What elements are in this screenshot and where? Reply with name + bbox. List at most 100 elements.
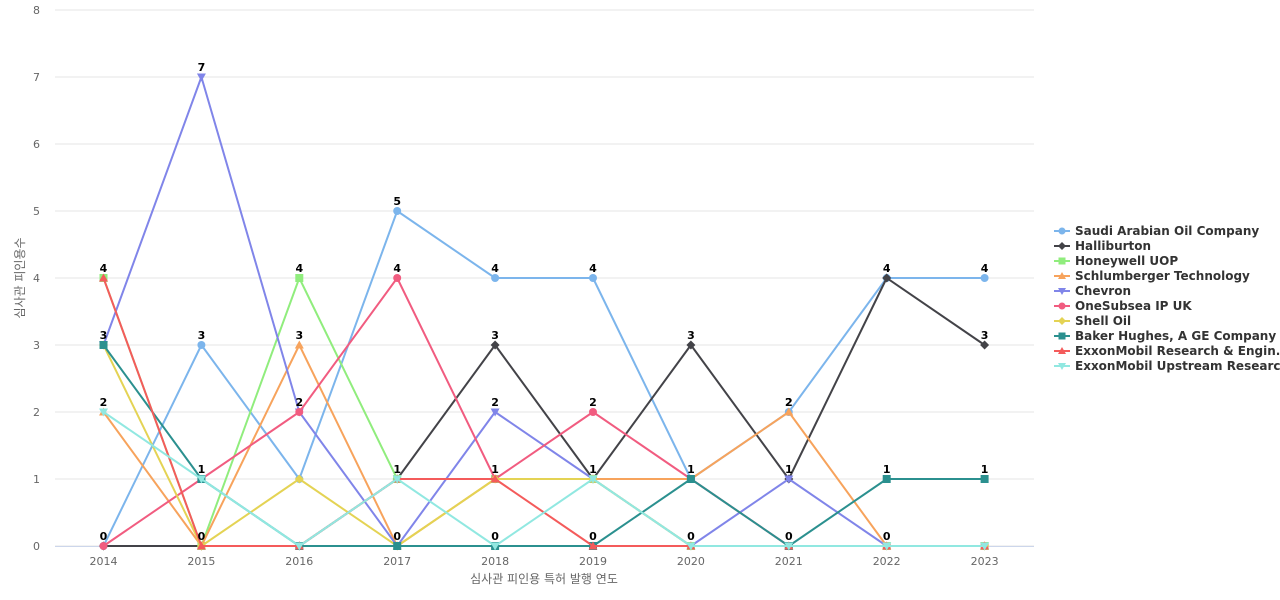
data-label: 2 xyxy=(785,396,793,409)
data-point xyxy=(295,274,304,282)
data-label: 3 xyxy=(981,329,989,342)
y-tick-label: 6 xyxy=(33,138,40,151)
legend-item[interactable]: Baker Hughes, A GE Company ... xyxy=(1054,329,1280,343)
x-tick-label: 2022 xyxy=(873,555,901,568)
data-point xyxy=(392,475,402,484)
data-point xyxy=(99,341,108,349)
data-point xyxy=(99,273,108,282)
data-point xyxy=(294,340,304,349)
legend-marker xyxy=(1058,363,1066,370)
legend-item[interactable]: Shell Oil xyxy=(1054,314,1131,328)
y-tick-label: 1 xyxy=(33,473,40,486)
data-label: 5 xyxy=(393,195,401,208)
x-tick-label: 2020 xyxy=(677,555,705,568)
x-tick-label: 2017 xyxy=(383,555,411,568)
legend-label: Honeywell UOP xyxy=(1075,254,1178,268)
data-point xyxy=(294,542,304,551)
data-point xyxy=(490,408,500,417)
legend-label: ExxonMobil Upstream Researc... xyxy=(1075,359,1280,373)
data-point xyxy=(589,274,597,282)
legend-item[interactable]: ExxonMobil Research & Engin... xyxy=(1054,344,1280,358)
legend-item[interactable]: Schlumberger Technology xyxy=(1054,269,1250,283)
data-label: 3 xyxy=(687,329,695,342)
legend-marker xyxy=(1058,288,1066,295)
x-tick-label: 2015 xyxy=(187,555,215,568)
legend-label: OneSubsea IP UK xyxy=(1075,299,1192,313)
legend-item[interactable]: Chevron xyxy=(1054,284,1131,298)
data-point xyxy=(196,541,206,550)
legend-label: Shell Oil xyxy=(1075,314,1131,328)
legend-marker xyxy=(1058,347,1066,354)
data-label: 2 xyxy=(100,396,108,409)
data-point xyxy=(197,341,206,349)
data-label: 2 xyxy=(491,396,499,409)
data-label: 1 xyxy=(589,463,597,476)
legend-marker xyxy=(1058,257,1066,265)
data-label: 4 xyxy=(100,262,108,275)
data-point xyxy=(588,475,598,484)
data-point xyxy=(784,407,794,416)
series-9[interactable] xyxy=(99,408,990,551)
y-tick-label: 3 xyxy=(33,339,40,352)
data-label: 1 xyxy=(883,463,891,476)
data-label: 3 xyxy=(100,329,108,342)
data-point xyxy=(588,541,598,550)
legend-label: Schlumberger Technology xyxy=(1075,269,1250,283)
legend-item[interactable]: Saudi Arabian Oil Company xyxy=(1054,224,1259,238)
data-point xyxy=(99,542,108,550)
legend-item[interactable]: ExxonMobil Upstream Researc... xyxy=(1054,359,1280,373)
y-tick-label: 7 xyxy=(33,71,40,84)
series-0[interactable] xyxy=(99,207,989,550)
data-label: 4 xyxy=(883,262,891,275)
data-label: 0 xyxy=(883,530,891,543)
data-point xyxy=(393,542,402,550)
data-label: 0 xyxy=(198,530,206,543)
data-point xyxy=(980,340,990,350)
data-point xyxy=(393,274,402,282)
data-point xyxy=(99,408,108,417)
legend-marker xyxy=(1058,272,1066,279)
data-label: 0 xyxy=(491,530,499,543)
data-label: 2 xyxy=(295,396,303,409)
data-label: 1 xyxy=(981,463,989,476)
legend-marker xyxy=(1058,302,1066,310)
x-tick-label: 2019 xyxy=(579,555,607,568)
data-point xyxy=(393,207,402,215)
legend-marker xyxy=(1058,227,1066,235)
data-point xyxy=(784,475,794,484)
data-point xyxy=(882,273,892,283)
data-point xyxy=(490,340,500,350)
data-label: 4 xyxy=(589,262,597,275)
legend-item[interactable]: Halliburton xyxy=(1054,239,1151,253)
data-label: 1 xyxy=(198,463,206,476)
data-label: 4 xyxy=(295,262,303,275)
data-point xyxy=(294,474,304,484)
data-label: 0 xyxy=(589,530,597,543)
legend-marker xyxy=(1058,242,1066,250)
data-point xyxy=(490,542,500,551)
series-line xyxy=(102,411,986,547)
legend-label: Saudi Arabian Oil Company xyxy=(1075,224,1259,238)
legend-item[interactable]: Honeywell UOP xyxy=(1054,254,1178,268)
data-point xyxy=(784,542,794,551)
data-label: 3 xyxy=(295,329,303,342)
x-tick-label: 2016 xyxy=(285,555,313,568)
series-line xyxy=(102,210,986,547)
legend-item[interactable]: OneSubsea IP UK xyxy=(1054,299,1192,313)
x-tick-label: 2014 xyxy=(90,555,118,568)
data-label: 4 xyxy=(981,262,989,275)
data-label: 4 xyxy=(393,262,401,275)
data-label: 4 xyxy=(491,262,499,275)
data-label: 1 xyxy=(491,463,499,476)
data-point xyxy=(980,542,990,551)
y-tick-label: 8 xyxy=(33,4,40,17)
data-point xyxy=(490,474,500,483)
data-label: 3 xyxy=(491,329,499,342)
x-tick-label: 2023 xyxy=(971,555,999,568)
legend-label: Baker Hughes, A GE Company ... xyxy=(1075,329,1280,343)
data-point xyxy=(589,408,597,416)
legend-label: Halliburton xyxy=(1075,239,1151,253)
data-point xyxy=(980,475,989,483)
